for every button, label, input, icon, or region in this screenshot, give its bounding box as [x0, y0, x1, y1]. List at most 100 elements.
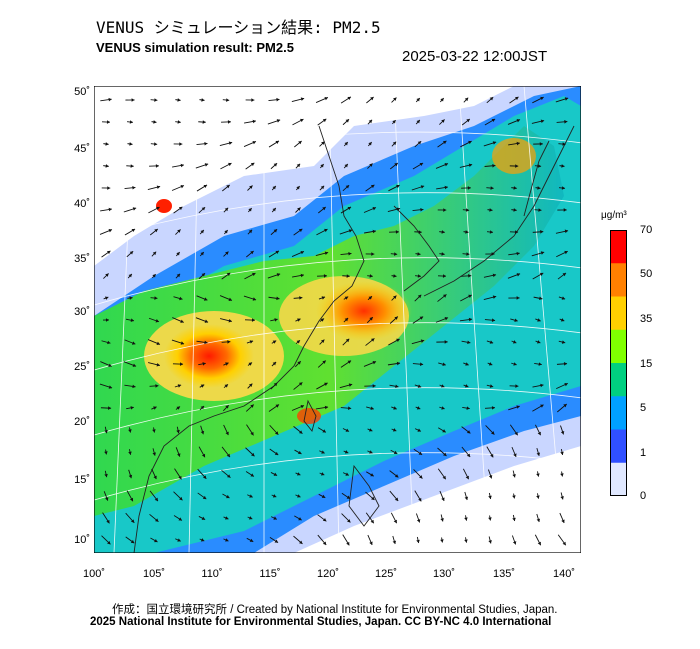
wind-arrow-head [252, 119, 256, 124]
wind-arrow-head [444, 317, 449, 321]
wind-arrow-head [179, 296, 183, 301]
wind-arrow-head [106, 120, 110, 124]
wind-arrow-head [420, 185, 425, 189]
wind-arrow-head [561, 340, 566, 344]
wind-arrow-head [321, 494, 326, 498]
wind-arrow-head [443, 208, 447, 212]
wind-arrow-head [348, 229, 353, 233]
timestamp: 2025-03-22 12:00JST [402, 48, 548, 65]
wind-arrow-head [272, 340, 277, 344]
wind-arrow-head [131, 228, 136, 233]
wind-arrow-head [393, 274, 397, 278]
wind-arrow-head [105, 164, 109, 168]
wind-arrow-head [368, 296, 372, 300]
wind-arrow-head [491, 118, 496, 123]
wind-arrow-head [179, 362, 184, 366]
wind-arrow-head [371, 252, 375, 256]
hotspot-east-china-sea [316, 281, 412, 341]
wind-arrow-head [348, 406, 352, 410]
wind-arrow-head [202, 475, 207, 479]
wind-arrow-head [442, 362, 446, 366]
colorbar-segment [610, 462, 627, 496]
wind-arrow-head [416, 406, 421, 410]
wind-arrow-head [515, 96, 519, 101]
wind-arrow-head [200, 538, 205, 542]
wind-arrow-head [348, 383, 353, 387]
wind-arrow-head [274, 539, 279, 543]
wind-arrow-head [273, 472, 278, 476]
wind-arrow-head [488, 495, 492, 499]
wind-arrow-head [298, 430, 303, 434]
wind-arrow-head [201, 207, 206, 211]
wind-arrow-head [152, 429, 156, 433]
wind-arrow-head [298, 382, 303, 386]
lon-tick-label: 110˚ [201, 568, 223, 580]
wind-arrow-head [177, 229, 181, 233]
wind-arrow-head [273, 163, 278, 167]
wind-arrow-head [321, 450, 325, 454]
wind-arrow-head [298, 228, 303, 233]
wind-arrow-head [395, 230, 399, 234]
wind-arrow-head [440, 98, 444, 102]
wind-arrow-head [320, 472, 325, 476]
wind-arrow-head [562, 142, 566, 146]
wind-arrow-head [177, 538, 181, 542]
wind-arrow-head [108, 385, 113, 389]
colorbar-tick: 15 [640, 358, 653, 370]
wind-arrow-head [466, 252, 470, 256]
wind-arrow-head [155, 384, 159, 388]
wind-arrow-head [344, 296, 349, 300]
lat-tick-label: 30˚ [74, 306, 90, 318]
wind-arrow-head [443, 452, 447, 456]
wind-arrow-head [538, 362, 542, 366]
wind-arrow-head [561, 296, 566, 300]
wind-arrow-head [300, 97, 305, 101]
wind-arrow-head [443, 294, 447, 298]
wind-arrow-head [468, 140, 472, 145]
wind-arrow-head [156, 341, 160, 345]
wind-arrow-head [299, 540, 303, 544]
wind-arrow-head [322, 518, 327, 522]
wind-arrow-head [394, 316, 398, 320]
wind-arrow-head [394, 497, 399, 501]
wind-arrow-head [321, 296, 326, 300]
wind-arrow-head [444, 340, 448, 344]
wind-arrow-head [324, 382, 328, 386]
wind-arrow-head [273, 516, 277, 520]
wind-arrow-head [251, 452, 255, 457]
wind-arrow-head [467, 186, 471, 190]
wind-arrow-head [276, 296, 280, 301]
wind-arrow-head [464, 97, 469, 102]
wind-arrow-head [369, 317, 373, 321]
wind-arrow-head [225, 251, 229, 255]
wind-arrow-head [179, 142, 183, 146]
wind-arrow-head [106, 519, 110, 524]
wind-arrow-head [275, 140, 279, 145]
wind-arrow-head [104, 473, 108, 478]
wind-arrow-head [324, 96, 328, 101]
wind-arrow-head [370, 473, 374, 477]
lon-tick-label: 135˚ [492, 568, 516, 580]
wind-arrow-head [272, 185, 276, 190]
wind-arrow-head [154, 228, 158, 233]
wind-arrow-head [129, 120, 133, 124]
wind-arrow-head [320, 164, 324, 168]
wind-arrow-head [204, 163, 209, 167]
colorbar-tick: 1 [640, 447, 647, 459]
lat-tick-label: 45˚ [74, 143, 90, 155]
wind-arrow-head [540, 251, 545, 255]
lon-tick-label: 100˚ [82, 568, 106, 580]
wind-arrow-head [132, 363, 137, 367]
wind-arrow-head [540, 230, 544, 234]
wind-arrow-head [488, 517, 492, 521]
wind-arrow-head [442, 429, 446, 433]
wind-arrow-head [564, 97, 569, 101]
wind-arrow-head [108, 363, 112, 367]
wind-arrow-head [108, 229, 112, 233]
wind-arrow-head [540, 96, 544, 101]
wind-arrow-head [105, 318, 109, 322]
wind-arrow-head [347, 96, 351, 101]
wind-arrow-head [562, 541, 566, 546]
wind-arrow-head [273, 229, 278, 233]
wind-arrow-head [128, 451, 132, 455]
